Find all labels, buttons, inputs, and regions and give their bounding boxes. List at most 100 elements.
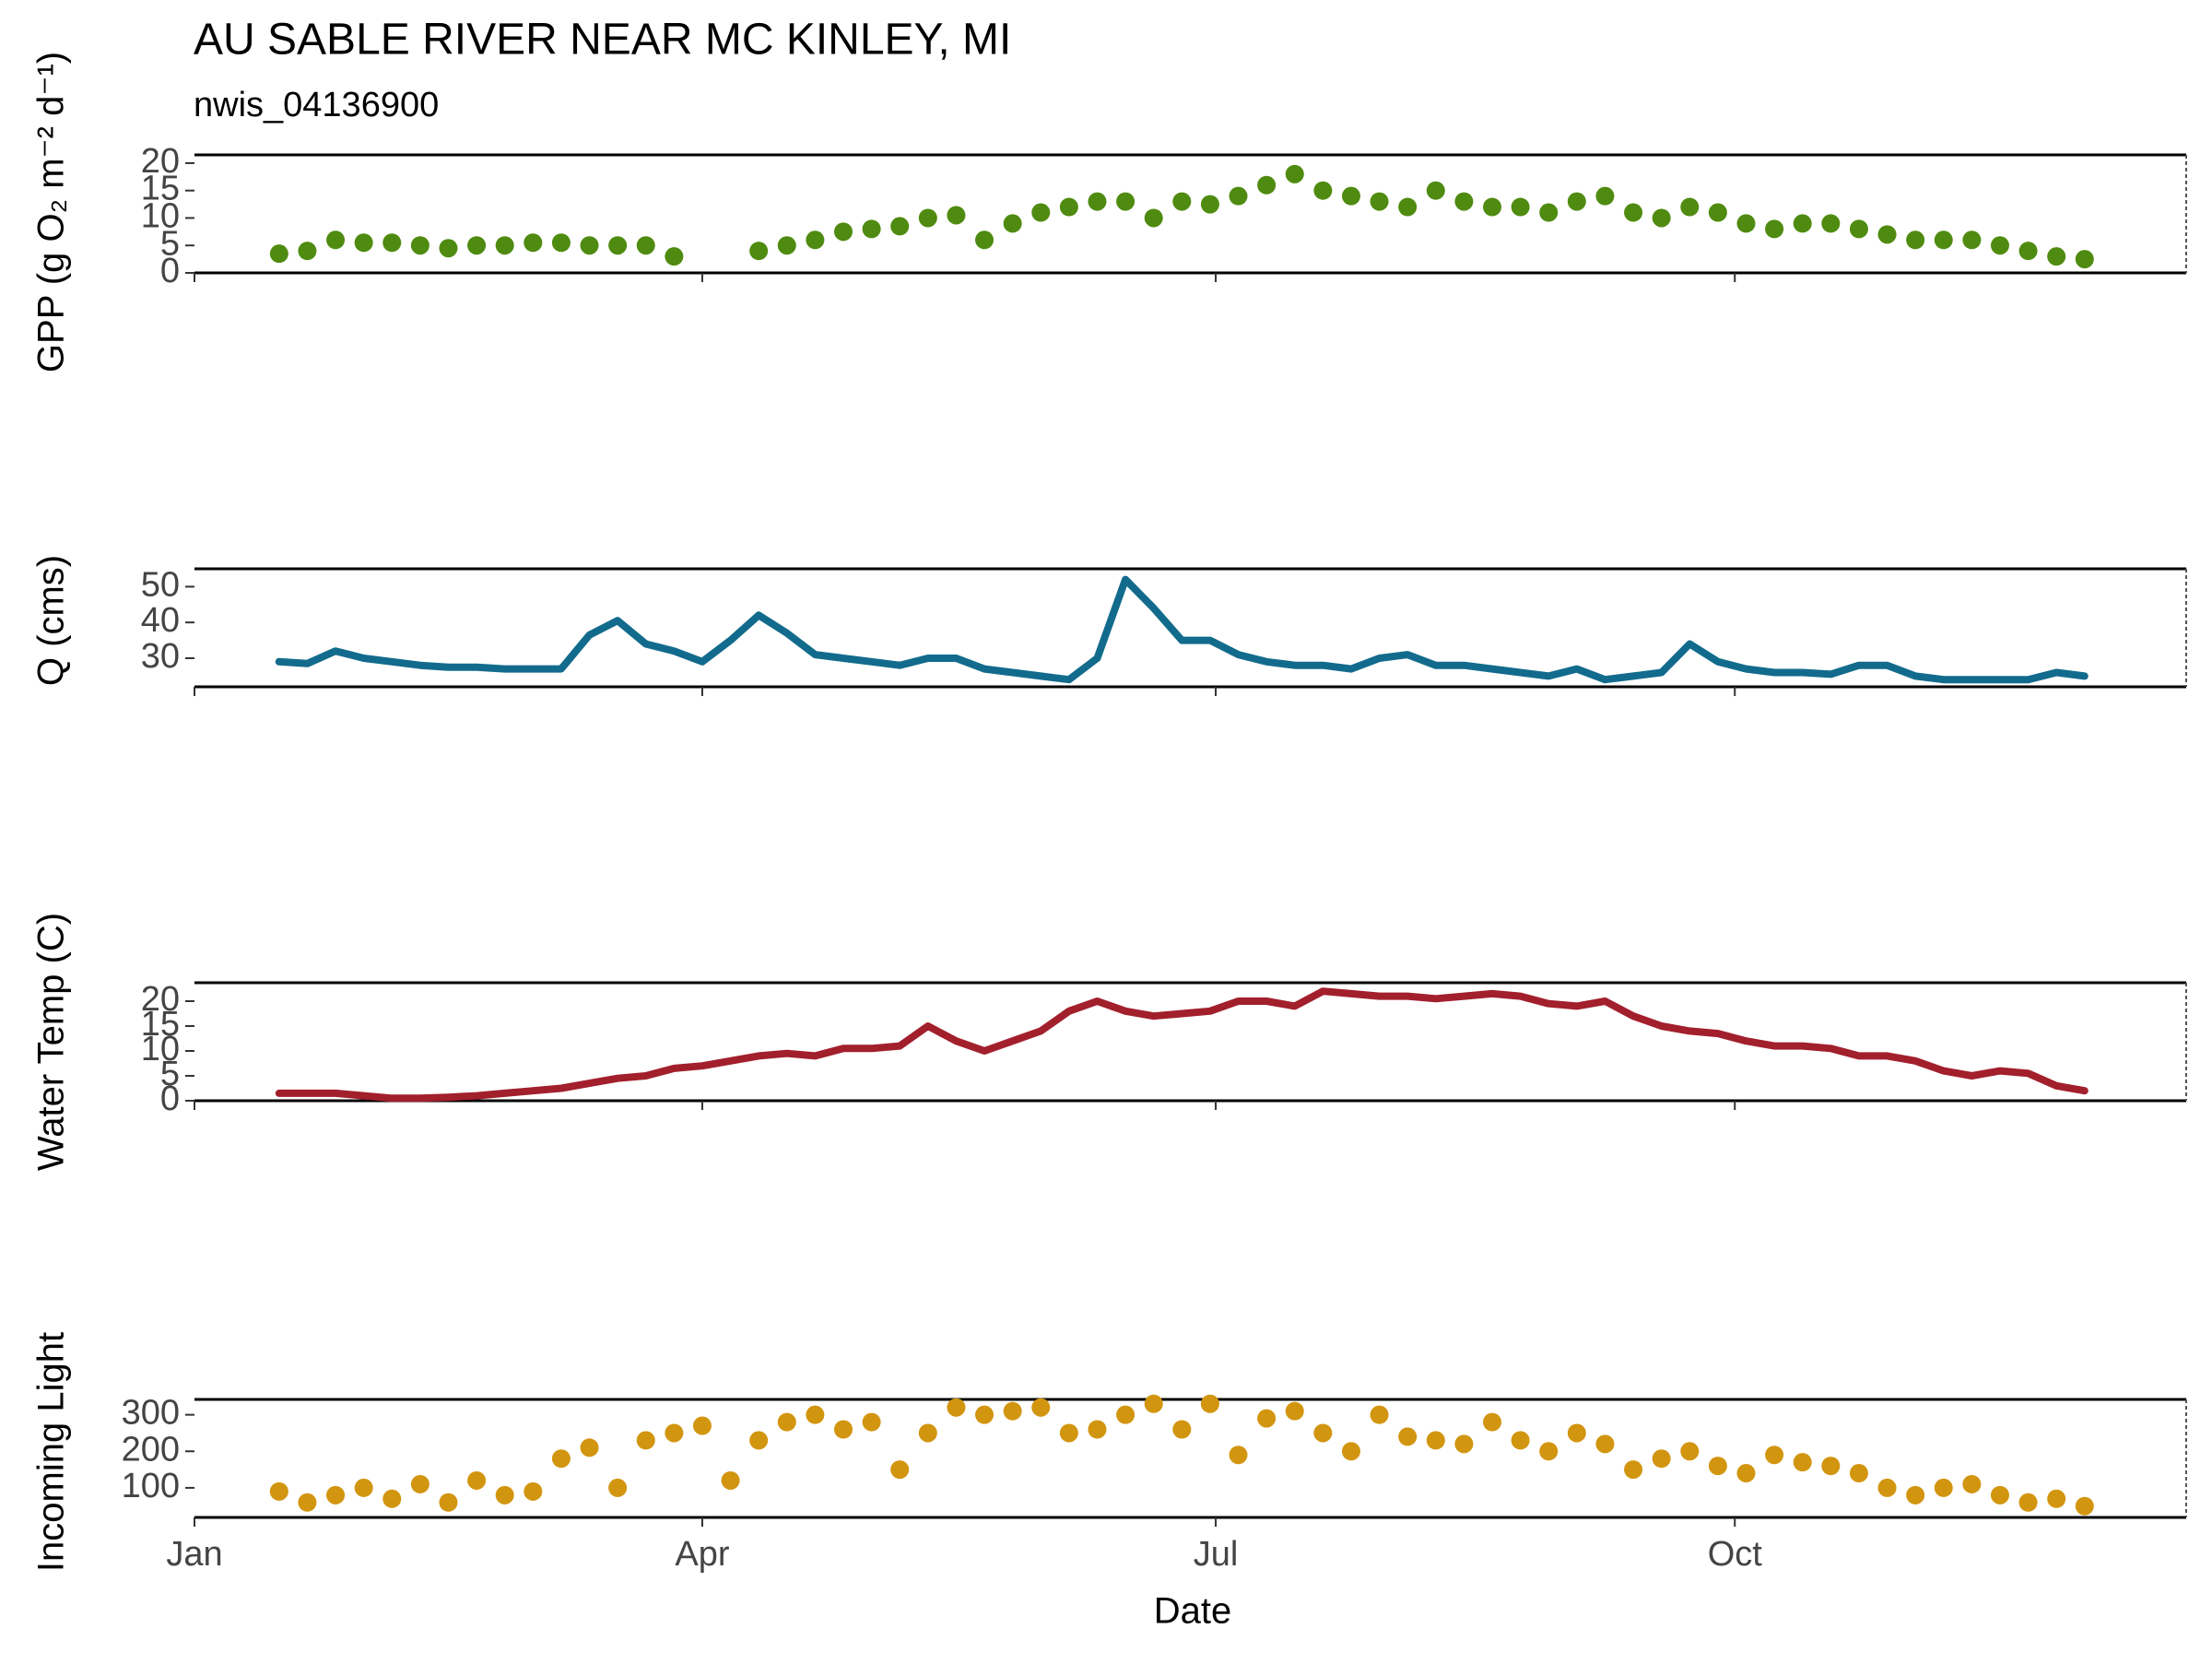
data-point <box>1341 186 1360 206</box>
data-point <box>1088 1420 1107 1439</box>
y-tick-label: 15 <box>141 170 180 208</box>
data-point <box>1313 1423 1333 1443</box>
y-axis-label: Q (cms) <box>31 555 72 686</box>
y-tick-label: 100 <box>122 1467 180 1505</box>
x-tick-label: Apr <box>675 1535 729 1574</box>
data-point <box>439 239 458 258</box>
data-point <box>608 1478 628 1497</box>
y-tick-label: 10 <box>141 1030 180 1068</box>
data-point <box>551 1449 571 1469</box>
data-point <box>410 236 429 255</box>
data-point <box>1624 1460 1643 1480</box>
data-point <box>1652 1449 1671 1469</box>
y-tick-label: 5 <box>160 1055 180 1093</box>
data-point <box>495 236 514 255</box>
data-point <box>1200 1394 1219 1413</box>
y-tick-label: 300 <box>122 1394 180 1433</box>
y-axis-label: Incoming Light <box>31 1332 72 1572</box>
data-point <box>1765 219 1784 239</box>
data-point <box>1398 1427 1418 1446</box>
data-point <box>1370 192 1389 211</box>
data-point <box>1934 230 1953 250</box>
data-point <box>1059 1423 1078 1443</box>
data-point <box>1680 1442 1700 1461</box>
data-point <box>467 236 487 255</box>
data-point <box>1849 1464 1868 1483</box>
chart-title: AU SABLE RIVER NEAR MC KINLEY, MI <box>194 16 1011 65</box>
data-point <box>1483 197 1502 217</box>
data-point <box>1962 230 1982 250</box>
y-tick-label: 0 <box>160 1080 180 1118</box>
data-point <box>439 1493 458 1512</box>
data-point <box>777 236 796 255</box>
data-point <box>1229 186 1248 206</box>
data-point <box>1511 1431 1530 1450</box>
y-tick-label: 30 <box>141 637 180 676</box>
data-point <box>1341 1442 1360 1461</box>
data-point <box>1821 1457 1841 1476</box>
data-point <box>665 1423 684 1443</box>
data-point <box>1483 1412 1502 1432</box>
data-point <box>1567 192 1586 211</box>
data-point <box>1990 1485 2009 1505</box>
data-point <box>806 1405 825 1424</box>
data-point <box>2075 250 2094 269</box>
y-tick-label: 5 <box>160 224 180 263</box>
data-point <box>467 1470 487 1490</box>
data-point <box>1003 1401 1022 1421</box>
data-point <box>1511 197 1530 217</box>
y-tick-label: 0 <box>160 252 180 290</box>
data-point <box>2047 247 2066 266</box>
data-point <box>862 219 881 239</box>
data-point <box>749 1431 769 1450</box>
data-point <box>1454 192 1474 211</box>
data-point <box>890 217 910 236</box>
data-point <box>2018 242 2038 261</box>
data-point <box>834 222 853 242</box>
y-tick-label: 15 <box>141 1005 180 1044</box>
data-point <box>1116 1405 1135 1424</box>
data-point <box>580 236 599 255</box>
data-point <box>1144 1394 1163 1413</box>
data-point <box>834 1420 853 1439</box>
data-point <box>975 1405 994 1424</box>
data-point <box>354 233 373 253</box>
data-point <box>806 230 825 250</box>
data-point <box>410 1474 429 1493</box>
data-point <box>1144 208 1163 228</box>
y-tick-label: 40 <box>141 601 180 640</box>
data-point <box>636 236 655 255</box>
data-point <box>1398 197 1418 217</box>
data-point <box>2018 1493 2038 1512</box>
data-point <box>1962 1474 1982 1493</box>
data-point <box>947 206 966 225</box>
data-point <box>1088 192 1107 211</box>
y-axis-label: Water Temp (C) <box>31 913 72 1171</box>
data-point <box>298 242 317 261</box>
x-tick-label: Jul <box>1194 1535 1239 1574</box>
data-point <box>749 242 769 261</box>
data-point <box>1059 197 1078 217</box>
data-point <box>692 1416 712 1435</box>
y-tick-label: 20 <box>141 142 180 181</box>
data-point <box>1003 214 1022 233</box>
data-point <box>1595 186 1615 206</box>
y-axis-label: GPP (g O₂ m⁻² d⁻¹) <box>31 52 72 372</box>
data-point <box>1031 203 1051 222</box>
data-point <box>1849 219 1868 239</box>
data-point <box>918 1423 937 1443</box>
data-point <box>1285 164 1304 183</box>
data-point <box>1539 203 1559 222</box>
data-point <box>1906 1485 1925 1505</box>
data-point <box>269 1481 288 1501</box>
data-point <box>1370 1405 1389 1424</box>
data-point <box>1877 1478 1897 1497</box>
data-point <box>495 1485 514 1505</box>
data-point <box>1567 1423 1586 1443</box>
data-line <box>275 987 2088 1103</box>
data-point <box>1285 1401 1304 1421</box>
data-point <box>1736 214 1756 233</box>
chart-subtitle: nwis_04136900 <box>194 86 439 124</box>
y-tick-label: 10 <box>141 196 180 235</box>
